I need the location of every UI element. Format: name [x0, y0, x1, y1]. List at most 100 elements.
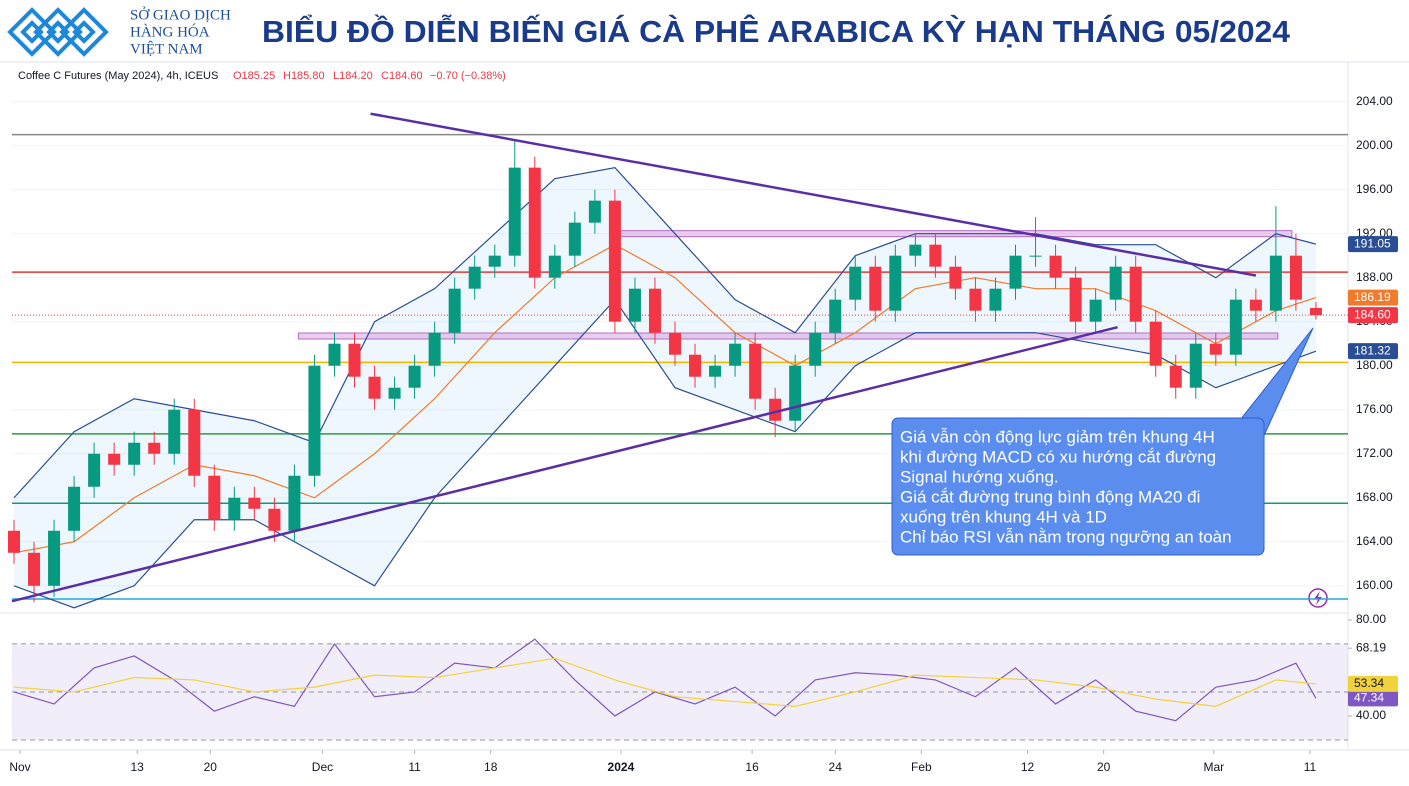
change: −0.70 (−0.38%) — [430, 70, 506, 82]
price-tag — [1348, 307, 1398, 324]
candle-body — [368, 376, 381, 399]
candle-body — [969, 288, 982, 311]
candle-body — [668, 332, 682, 355]
candle-body — [328, 343, 341, 366]
candle-body — [268, 508, 281, 531]
x-tick-label: Feb — [911, 760, 932, 774]
candle-body — [1129, 266, 1142, 322]
x-tick-label: 24 — [829, 760, 843, 774]
x-tick-label: Nov — [9, 760, 30, 774]
candle-body — [809, 332, 822, 366]
value-tag — [1348, 690, 1398, 707]
candle-body — [1209, 343, 1222, 355]
price-tag — [1348, 343, 1398, 360]
x-tick-label: 2024 — [608, 760, 635, 774]
candle-body — [308, 365, 321, 476]
indicator-line — [13, 166, 1317, 499]
ohlc: L184.20 — [333, 70, 373, 82]
candle-body — [428, 332, 441, 366]
candle-body — [789, 365, 802, 421]
candle-body — [628, 288, 641, 322]
candle-body — [608, 200, 621, 322]
ohlc: O185.25 — [233, 70, 275, 82]
y-tick-label: 200.00 — [1356, 138, 1393, 152]
zone — [297, 332, 1279, 340]
candle-body — [949, 266, 962, 289]
price-tag — [1348, 236, 1398, 253]
trendline — [11, 325, 1118, 603]
candle-body — [689, 354, 702, 377]
x-tick-label: 13 — [131, 760, 145, 774]
candle-body — [168, 409, 181, 454]
logo-text: HÀNG HÓA — [130, 23, 210, 40]
candle-body — [388, 387, 401, 399]
candle-body — [849, 266, 862, 300]
candle-body — [7, 530, 21, 553]
candle-body — [729, 343, 742, 366]
y-tick-label: 164.00 — [1356, 534, 1393, 548]
callout — [891, 417, 1265, 556]
logo-text: SỞ GIAO DỊCH — [130, 6, 231, 23]
candle-body — [208, 475, 221, 520]
price-tag-label: 181.32 — [1354, 343, 1391, 357]
y-tick-label: 68.19 — [1356, 640, 1386, 654]
x-tick-label: 16 — [745, 760, 759, 774]
callout-text: xuống trên khung 4H và 1D — [900, 507, 1107, 526]
candle-body — [1289, 255, 1302, 300]
candle-body — [1009, 255, 1022, 289]
candle-body — [1029, 255, 1042, 257]
candle-body — [588, 200, 601, 223]
candle-body — [108, 453, 121, 465]
candle-body — [648, 288, 661, 333]
x-tick-label: 11 — [1304, 760, 1317, 774]
candle-body — [1269, 255, 1282, 311]
callout-text: Giá cắt đường trung bình động MA20 đi — [900, 487, 1200, 506]
candle-body — [48, 530, 61, 586]
candle-body — [1149, 321, 1162, 366]
value-tag — [1348, 675, 1398, 692]
rsi-line — [13, 657, 1317, 707]
candle-body — [749, 343, 762, 399]
callout-text: Giá vẫn còn động lực giảm trên khung 4H — [900, 427, 1215, 446]
x-tick-label: 18 — [484, 760, 498, 774]
candle-body — [709, 365, 722, 377]
x-tick-label: 20 — [1097, 760, 1111, 774]
trendline — [370, 112, 1257, 277]
candle-body — [88, 453, 101, 487]
candle-body — [148, 442, 161, 454]
candle-body — [1249, 299, 1262, 311]
candle-body — [1169, 365, 1182, 388]
candle-body — [288, 475, 301, 531]
callout-text: Signal hướng xuống. — [900, 467, 1059, 486]
symbol-info: Coffee C Futures (May 2024), 4h, ICEUS — [18, 70, 218, 82]
candle-body — [468, 266, 481, 289]
y-tick-label: 172.00 — [1356, 446, 1393, 460]
candle-body — [929, 244, 942, 267]
candle-body — [1189, 343, 1202, 388]
x-tick-label: 12 — [1021, 760, 1035, 774]
candle-body — [909, 244, 922, 256]
candle-body — [128, 442, 141, 465]
candle-body — [248, 497, 261, 509]
x-tick-label: Dec — [312, 760, 333, 774]
price-tag — [1348, 289, 1398, 306]
candle-body — [829, 299, 842, 333]
callout-text: Chỉ báo RSI vẫn nằm trong ngưỡng an toàn — [900, 527, 1232, 546]
candle-body — [408, 365, 421, 388]
candle-body — [1089, 299, 1102, 322]
alert-icon — [1308, 588, 1328, 608]
logo — [7, 7, 109, 57]
candle-body — [889, 255, 902, 311]
ohlc: C184.60 — [381, 70, 423, 82]
candle-body — [1109, 266, 1122, 300]
candle-body — [1049, 255, 1062, 278]
candle-body — [228, 497, 241, 520]
value-tag-label: 53.34 — [1354, 676, 1384, 690]
y-tick-label: 160.00 — [1356, 578, 1393, 592]
candle-body — [1229, 299, 1242, 355]
candle-body — [869, 266, 882, 311]
candle-body — [348, 343, 361, 377]
x-tick-label: Mar — [1203, 760, 1224, 774]
